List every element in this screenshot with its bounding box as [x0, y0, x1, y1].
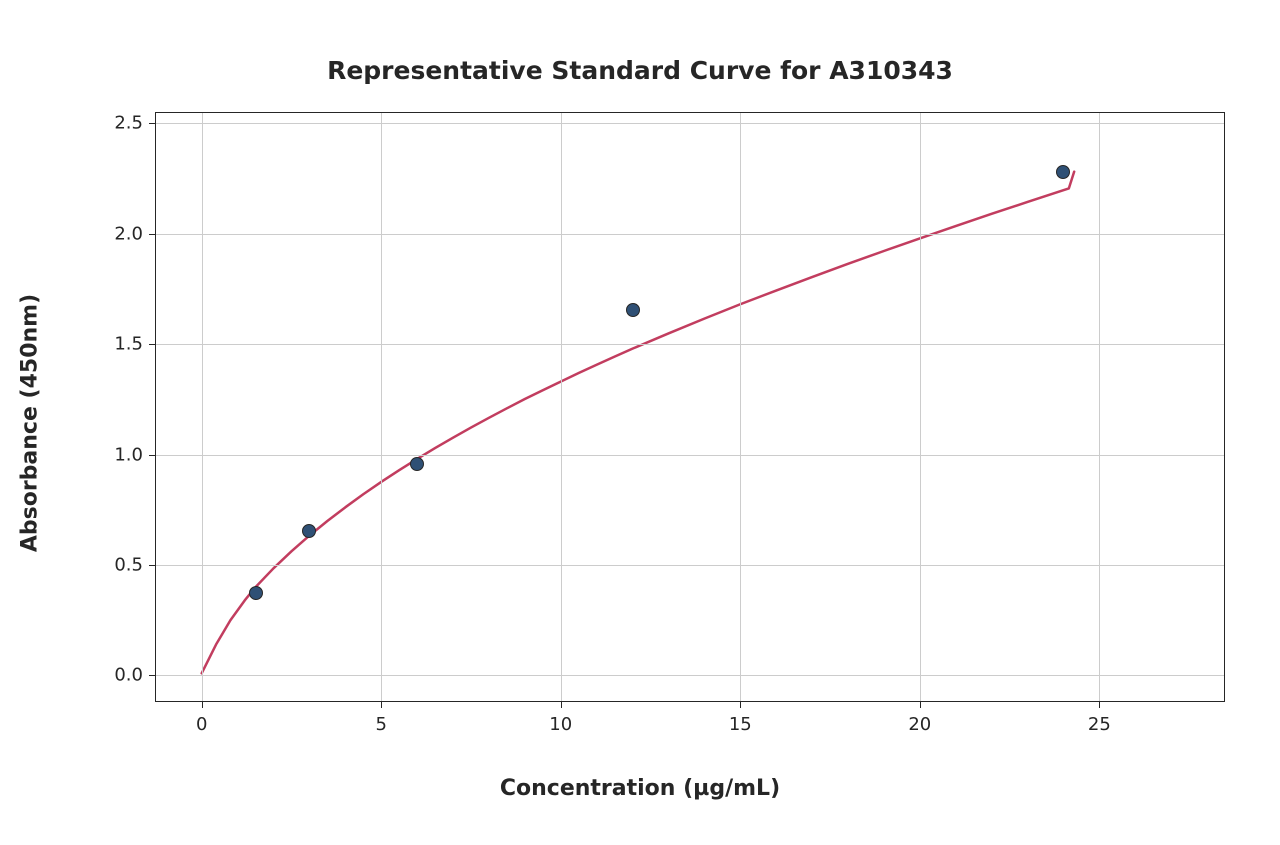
data-point: [626, 303, 640, 317]
y-axis-label: Absorbance (450nm): [18, 293, 43, 551]
x-tick-mark: [381, 702, 382, 708]
x-tick-mark: [202, 702, 203, 708]
x-tick-label: 10: [549, 714, 572, 735]
x-tick-label: 0: [196, 714, 207, 735]
y-tick-label: 2.0: [95, 223, 143, 244]
plot-border: [155, 112, 1225, 702]
x-tick-label: 5: [375, 714, 386, 735]
plot-area: 05101520250.00.51.01.52.02.5: [155, 112, 1225, 702]
x-axis-label: Concentration (µg/mL): [0, 776, 1280, 801]
y-tick-mark: [149, 344, 155, 345]
x-tick-mark: [920, 702, 921, 708]
y-tick-mark: [149, 123, 155, 124]
gridline-vertical: [202, 112, 203, 702]
data-point: [249, 586, 263, 600]
gridline-vertical: [920, 112, 921, 702]
gridline-vertical: [740, 112, 741, 702]
gridline-horizontal: [155, 344, 1225, 345]
data-point: [302, 524, 316, 538]
data-point: [410, 457, 424, 471]
x-tick-mark: [561, 702, 562, 708]
chart-container: Representative Standard Curve for A31034…: [0, 0, 1280, 845]
y-tick-label: 0.5: [95, 554, 143, 575]
gridline-horizontal: [155, 565, 1225, 566]
data-point: [1056, 165, 1070, 179]
x-tick-mark: [740, 702, 741, 708]
x-tick-label: 20: [908, 714, 931, 735]
gridline-horizontal: [155, 234, 1225, 235]
x-tick-label: 25: [1088, 714, 1111, 735]
fit-curve: [155, 112, 1225, 702]
y-tick-label: 2.5: [95, 113, 143, 134]
y-tick-mark: [149, 234, 155, 235]
y-tick-label: 0.0: [95, 665, 143, 686]
x-tick-label: 15: [729, 714, 752, 735]
gridline-horizontal: [155, 455, 1225, 456]
gridline-vertical: [381, 112, 382, 702]
y-tick-label: 1.5: [95, 334, 143, 355]
y-tick-mark: [149, 675, 155, 676]
chart-title: Representative Standard Curve for A31034…: [0, 56, 1280, 85]
gridline-vertical: [1099, 112, 1100, 702]
y-tick-mark: [149, 565, 155, 566]
gridline-vertical: [561, 112, 562, 702]
x-tick-mark: [1099, 702, 1100, 708]
gridline-horizontal: [155, 675, 1225, 676]
gridline-horizontal: [155, 123, 1225, 124]
y-tick-label: 1.0: [95, 444, 143, 465]
y-tick-mark: [149, 455, 155, 456]
